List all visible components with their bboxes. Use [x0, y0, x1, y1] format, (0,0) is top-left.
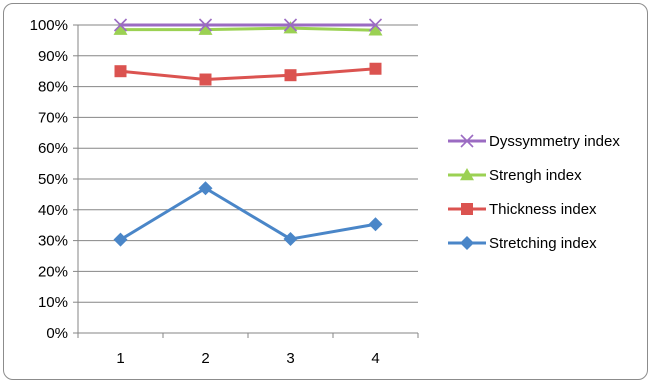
gridlines — [78, 24, 418, 303]
y-tick-label: 50% — [38, 171, 68, 188]
square-marker — [369, 62, 382, 75]
x-marker-stroke — [460, 134, 474, 148]
square-marker — [461, 203, 473, 215]
chart-frame — [3, 3, 648, 380]
triangle-marker — [283, 21, 298, 34]
y-tick-labels: 0% 10% 20% 30% 40% 50% 60% 70% 80% 90% 100% — [30, 17, 68, 342]
series-lines — [113, 18, 383, 247]
x-tick-label: 3 — [286, 350, 294, 367]
x-marker-stroke — [113, 18, 128, 32]
square-marker — [284, 69, 297, 82]
y-tick-label: 10% — [38, 294, 68, 311]
legend-label: Strengh index — [489, 167, 582, 184]
y-tick-label: 40% — [38, 202, 68, 219]
x-marker-stroke — [283, 18, 298, 32]
series-2 — [113, 21, 383, 36]
y-tick-label: 30% — [38, 233, 68, 250]
triangle-marker — [460, 168, 474, 181]
x-marker — [113, 18, 128, 32]
y-tick-label: 60% — [38, 140, 68, 157]
y-tick-label: 100% — [30, 17, 68, 34]
y-tick-label: 90% — [38, 48, 68, 65]
series-line — [120, 26, 376, 32]
x-tick-label: 4 — [371, 350, 379, 367]
triangle-marker — [368, 23, 383, 36]
legend-entry: Dyssymmetry index — [448, 133, 620, 150]
diamond-marker — [283, 232, 298, 247]
y-tick-label: 0% — [46, 325, 68, 342]
legend-entry: Stretching index — [448, 235, 597, 252]
x-marker-stroke — [198, 18, 213, 32]
x-marker-stroke — [368, 18, 383, 32]
y-tick-label: 70% — [38, 109, 68, 126]
diamond-marker — [198, 181, 213, 196]
x-marker — [283, 18, 298, 32]
triangle-marker — [113, 22, 128, 35]
diamond-marker — [460, 236, 474, 250]
series-3 — [114, 62, 382, 86]
x-tick-label: 2 — [201, 350, 209, 367]
x-tick-labels: 1 2 3 4 — [116, 350, 379, 367]
diamond-marker — [113, 232, 128, 247]
diamond-marker — [368, 217, 383, 232]
y-tick-label: 20% — [38, 263, 68, 280]
series-4 — [113, 181, 383, 247]
x-marker — [460, 134, 474, 148]
legend-label: Stretching index — [489, 235, 597, 252]
series-1 — [113, 18, 383, 32]
legend-label: Thickness index — [489, 201, 597, 218]
y-tick-label: 80% — [38, 79, 68, 96]
x-marker — [198, 18, 213, 32]
legend-label: Dyssymmetry index — [489, 133, 620, 150]
legend-entry: Strengh index — [448, 167, 582, 184]
series-line — [119, 186, 376, 241]
legend: Dyssymmetry index Strengh index Thickness … — [448, 133, 620, 252]
triangle-marker — [198, 22, 213, 35]
square-marker — [114, 65, 127, 78]
x-tick-label: 1 — [116, 350, 124, 367]
legend-entry: Thickness index — [448, 201, 597, 218]
axes — [73, 24, 419, 338]
square-marker — [199, 73, 212, 86]
x-marker — [368, 18, 383, 32]
series-line — [120, 67, 376, 82]
